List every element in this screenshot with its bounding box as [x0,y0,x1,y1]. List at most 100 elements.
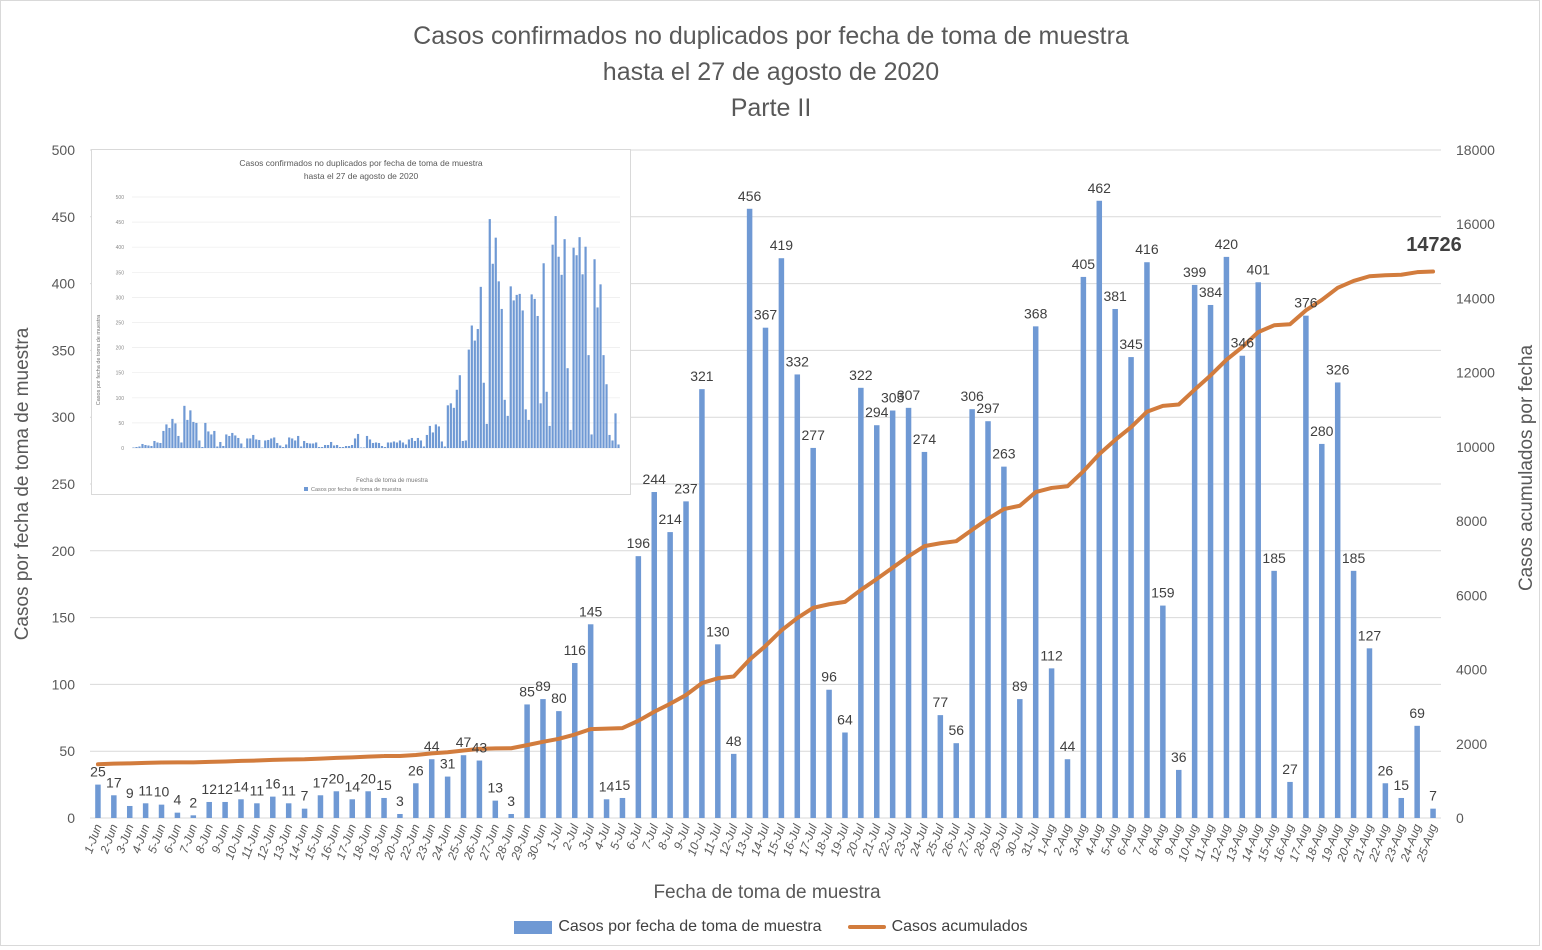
inset-bar [270,438,273,448]
inset-bar [431,432,434,448]
bar-data-label: 26 [1378,762,1394,778]
bar-data-label: 36 [1171,749,1187,765]
inset-bar [252,434,255,448]
bar [921,451,928,818]
bar [142,803,149,818]
bar-data-label: 13 [488,780,504,796]
bar-data-label: 44 [424,738,440,754]
y-tick-label: 100 [52,676,76,692]
bar-data-label: 277 [802,427,826,443]
inset-bar [365,435,369,448]
inset-bar [608,434,611,448]
y-tick-label: 500 [52,142,76,158]
inset-bar [168,427,171,448]
y2-tick-label: 18000 [1456,142,1495,158]
inset-bar [332,445,336,448]
inset-bar [398,440,402,448]
bar [1096,200,1103,818]
inset-bar [539,403,542,448]
inset-bar [153,440,156,448]
y2-tick-label: 2000 [1456,736,1487,752]
inset-bar [198,440,201,448]
inset-bar [512,300,515,448]
inset-bar [195,422,198,448]
bar-data-label: 280 [1310,423,1334,439]
bar-data-label: 326 [1326,361,1350,377]
bar-data-label: 305 [881,390,905,406]
bar-data-label: 401 [1247,261,1271,277]
bar [778,258,785,818]
y2-tick-label: 14000 [1456,290,1495,306]
inset-bar [386,442,390,448]
y2-tick-label: 12000 [1456,365,1495,381]
inset-bar [273,437,276,448]
bar [1160,605,1166,818]
inset-bar [347,445,351,448]
inset-chart: Casos confirmados no duplicados por fech… [91,149,631,495]
bar [810,447,816,818]
inset-bar [533,298,536,448]
bar [985,421,991,818]
bar [858,387,864,818]
inset-bar [359,447,363,448]
inset-x-label: Fecha de toma de muestra [356,478,428,484]
bar-data-label: 399 [1183,264,1207,280]
inset-bar [425,434,428,448]
bar [126,805,133,818]
inset-bar [377,442,381,448]
inset-bar [590,434,593,448]
legend-item-cumulative[interactable]: Casos acumulados [847,918,1028,936]
bar [333,791,340,818]
inset-bar [201,446,204,448]
bar [397,813,403,818]
inset-bar [518,293,521,448]
bar-data-label: 274 [913,431,937,447]
bar [381,797,387,818]
inset-bar [240,443,243,448]
bar [1255,282,1261,818]
bar-data-label: 26 [408,762,424,778]
inset-y-tick-label: 150 [116,371,125,377]
bar-data-label: 3 [396,793,404,809]
bar [667,532,673,818]
bar-data-label: 332 [786,353,810,369]
inset-bar [138,446,141,448]
inset-bar [488,219,491,448]
inset-bar [234,435,237,448]
bar-data-label: 16 [265,776,281,792]
inset-bar [401,442,405,448]
legend-item-daily[interactable]: Casos por fecha de toma de muestra [514,918,822,936]
bar-data-label: 376 [1294,295,1318,311]
inset-y-tick-label: 300 [116,295,125,301]
inset-bar [144,444,147,448]
bar [444,776,451,818]
inset-bar [329,441,333,448]
bar-data-label: 306 [960,388,984,404]
inset-bar [213,430,216,448]
y2-tick-label: 6000 [1456,587,1487,603]
inset-bar [500,308,503,448]
bar [1430,808,1436,818]
inset-bar [434,424,437,448]
bar-data-label: 14 [344,778,360,794]
chart-subtitle-part: Parte II [730,94,812,122]
legend: Casos por fecha de toma de muestra Casos… [0,918,1542,936]
inset-bar [135,446,138,448]
y-tick-label: 300 [52,409,76,425]
inset-bar [356,433,360,448]
inset-bar [162,430,165,448]
inset-bar [132,447,135,448]
inset-bar [216,446,219,448]
bar [826,689,832,818]
inset-bar [410,437,414,448]
inset-bar [452,407,455,448]
inset-bar [177,435,180,448]
bar-data-label: 12 [217,781,233,797]
bar [572,663,578,818]
bar [619,797,626,818]
y2-axis-label: Casos acumulados por fecha [1516,345,1537,592]
bar [937,715,944,818]
inset-bar [491,263,494,448]
bar [206,801,212,818]
bar-data-label: 15 [376,777,392,793]
